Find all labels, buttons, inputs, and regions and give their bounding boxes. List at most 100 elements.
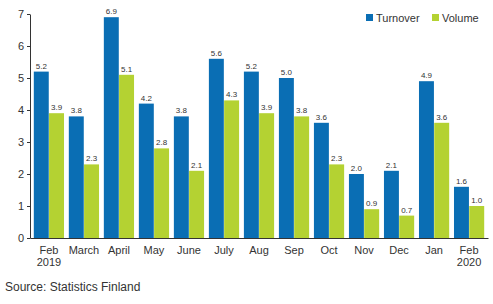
y-tick: 1 [18,200,30,212]
y-axis: 01234567 [18,8,31,244]
legend-label: Volume [442,12,479,24]
x-tick-label: March [69,244,100,256]
data-label: 3.8 [296,106,308,115]
y-tick-mark [27,142,30,143]
x-tick: July [214,238,234,256]
data-label: 6.9 [106,7,118,16]
legend-item: Turnover [366,12,420,24]
y-tick-mark [27,14,30,15]
data-label: 4.2 [141,94,153,103]
legend: Turnover Volume [366,12,479,24]
y-tick: 6 [18,40,30,52]
data-label: 2.3 [331,154,343,163]
plot: 5.23.86.94.23.85.65.25.03.62.02.14.91.63… [18,7,489,268]
x-tick: Oct [320,238,337,256]
y-tick: 3 [18,136,30,148]
x-axis-line [31,238,489,239]
x-tick-label: April [108,244,130,256]
bar [104,17,119,238]
bar [364,209,379,238]
y-tick-mark [27,238,30,239]
data-label: 0.9 [366,199,378,208]
chart: 5.23.86.94.23.85.65.25.03.62.02.14.91.63… [0,0,493,304]
bar [259,113,274,238]
bar [384,171,399,238]
y-tick-label: 2 [18,168,24,180]
bar [69,116,84,238]
data-label: 2.1 [191,161,203,170]
bar [34,72,49,238]
bar [469,206,484,238]
data-label: 3.6 [436,113,448,122]
x-axis: Feb2019 March April May June July Aug Sep Oct Nov… [31,238,489,268]
x-tick-label: Oct [320,244,337,256]
y-tick: 7 [18,8,30,20]
x-tick-label: Feb2020 [457,244,481,269]
y-tick-label: 3 [18,136,24,148]
data-label: 5.6 [211,49,223,58]
y-tick-mark [27,110,30,111]
y-tick-mark [27,206,30,207]
y-tick-label: 1 [18,200,24,212]
y-tick: 2 [18,168,30,180]
x-tick: Feb2020 [457,238,481,268]
y-tick-mark [27,78,30,79]
data-label: 3.8 [176,106,188,115]
data-label: 2.1 [386,161,398,170]
x-tick: Feb2019 [37,238,61,268]
bar [399,216,414,238]
data-label: 2.0 [351,164,363,173]
legend-swatch [432,14,439,21]
bar [84,164,99,238]
x-tick-label: Nov [354,244,374,256]
y-tick-mark [27,174,30,175]
data-label: 5.2 [246,62,258,71]
bar [174,116,189,238]
x-tick-label: May [144,244,165,256]
bar [349,174,364,238]
legend-label: Turnover [376,12,420,24]
data-label: 4.9 [421,71,433,80]
bar [314,123,329,238]
source-note: Source: Statistics Finland [5,280,140,294]
data-label: 2.8 [156,138,168,147]
x-tick-label: Dec [389,244,409,256]
data-label: 0.7 [401,206,413,215]
x-tick: June [177,238,201,256]
data-label: 3.6 [316,113,328,122]
bar [224,100,239,238]
y-tick-label: 6 [18,40,24,52]
data-label: 3.9 [261,103,273,112]
x-tick-label: Feb2019 [37,244,61,269]
data-labels: 5.23.86.94.23.85.65.25.03.62.02.14.91.63… [36,7,483,214]
data-label: 4.3 [226,90,238,99]
x-tick-label: June [177,244,201,256]
y-tick: 5 [18,72,30,84]
data-label: 1.6 [456,177,468,186]
x-tick: Jan [425,238,443,256]
data-label: 3.8 [71,106,83,115]
bar [209,59,224,238]
data-label: 1.0 [471,196,483,205]
y-tick-label: 7 [18,8,24,20]
data-label: 5.1 [121,65,133,74]
x-tick: Dec [389,238,409,256]
bars [34,17,484,238]
x-tick: Nov [354,238,374,256]
x-tick-label: Sep [284,244,304,256]
bar [434,123,449,238]
x-tick: Sep [284,238,304,256]
y-axis-line [30,15,31,239]
bar [49,113,64,238]
data-label: 5.2 [36,62,48,71]
x-tick: Aug [249,238,269,256]
y-tick-label: 0 [18,232,24,244]
data-label: 3.9 [51,103,63,112]
bar [154,148,169,238]
bar [139,104,154,238]
bar [294,116,309,238]
x-tick: April [108,238,130,256]
bar [244,72,259,238]
x-tick: March [69,238,100,256]
data-label: 2.3 [86,154,98,163]
